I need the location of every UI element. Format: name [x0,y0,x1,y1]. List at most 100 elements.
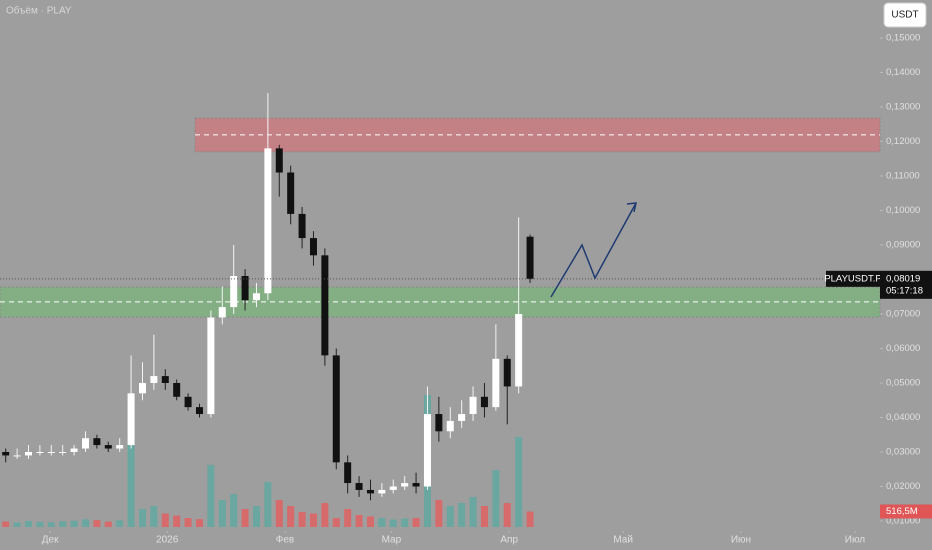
candle-body [173,382,181,397]
volume-bar [264,482,272,527]
candle-body [378,489,386,494]
volume-bar [435,500,443,527]
volume-bar [13,522,21,527]
volume-bar [161,513,169,527]
x-tick-label: 2026 [156,535,179,546]
candle-body [47,451,55,453]
volume-bar [366,516,374,527]
candle-body [309,238,317,256]
candle-body [59,451,67,453]
y-tick-label: 0,06000 [886,343,920,354]
candle-body [526,236,534,279]
volume-bar [116,520,124,527]
volume-bar [93,520,101,527]
volume-bar [469,497,477,527]
y-tick-label: 0,14000 [886,67,920,78]
x-tick-label: Фев [276,535,294,546]
candle-body [344,462,352,484]
volume-bar [446,506,454,527]
volume-bar [138,509,146,527]
candle-body [184,396,192,408]
volume-bar [321,503,329,527]
volume-bar [47,522,55,527]
volume-bar [503,503,511,527]
candle-body [13,455,21,457]
candle-body [2,451,10,456]
volume-bar [344,509,352,527]
x-tick-label: Мар [382,535,402,546]
candle-body [24,451,32,456]
last-price-label: 0,08019 [886,273,920,284]
price-box [880,270,932,299]
candle-body [207,317,215,415]
candle-body [366,489,374,494]
candle-body [389,486,397,490]
volume-bar [515,437,523,527]
currency-label: USDT [891,10,918,21]
volume-bar [252,506,260,527]
arrow-head [626,202,637,213]
volume-bar [401,518,409,527]
last-volume-label: 516,5M [886,506,918,517]
x-tick-label: Дек [42,535,59,546]
symbol-label: PLAYUSDT.P [824,273,881,284]
volume-bar [173,515,181,527]
candle-body [287,172,295,214]
y-tick-label: 0,10000 [886,205,920,216]
volume-bar [241,509,249,527]
candle-body [81,438,89,449]
volume-bar [298,512,306,527]
volume-bar [309,513,317,527]
candle-body [332,355,340,463]
candle-body [138,382,146,394]
volume-bar [230,494,238,527]
candle-body [275,148,283,173]
volume-bar [480,506,488,527]
plot: 0,15000 0,14000 0,13000 0,12000 0,11000 0,100… [0,32,932,546]
currency-button[interactable] [883,2,927,28]
y-tick-label: 0,02000 [886,481,920,492]
y-tick-label: 0,03000 [886,447,920,458]
volume-bar [492,470,500,527]
candle-body [127,393,135,446]
y-tick-label: 0,09000 [886,239,920,250]
y-tick-label: 0,11000 [886,170,920,181]
candle-body [446,420,454,432]
candle-body [503,358,511,387]
volume-bar [287,506,295,527]
y-tick-label: 0,01000 [886,516,920,527]
volume-bar [458,503,466,527]
volume-bar [412,518,420,527]
candle-body [412,483,420,487]
volume-bar [389,519,397,527]
y-tick-label: 0,13000 [886,101,920,112]
candle-body [480,396,488,408]
candle-body [230,276,238,308]
candle-body [93,438,101,446]
forecast-arrow [550,202,637,298]
candle-body [321,255,329,356]
volume-bar [218,500,226,527]
volume-bar [355,515,363,527]
y-tick-label: 0,04000 [886,412,920,423]
legend: Объём · PLAY [6,5,72,17]
volume-bar [127,437,135,527]
candle-body [36,451,44,453]
countdown: 05:17:18 [886,285,923,296]
y-tick-label: 0,07000 [886,308,920,319]
candle-body [423,414,431,487]
y-tick-label: 0,15000 [886,32,920,43]
candle-body [150,376,158,383]
volume-bar [184,518,192,527]
candle-body [298,213,306,239]
candle-body [116,445,124,449]
x-tick-label: Июн [731,535,751,546]
volume-bar [2,521,10,527]
volume-bar [150,506,158,527]
candle-body [104,445,112,449]
candle-body [435,414,443,432]
volume-box [880,504,932,519]
candle-body [241,276,249,301]
